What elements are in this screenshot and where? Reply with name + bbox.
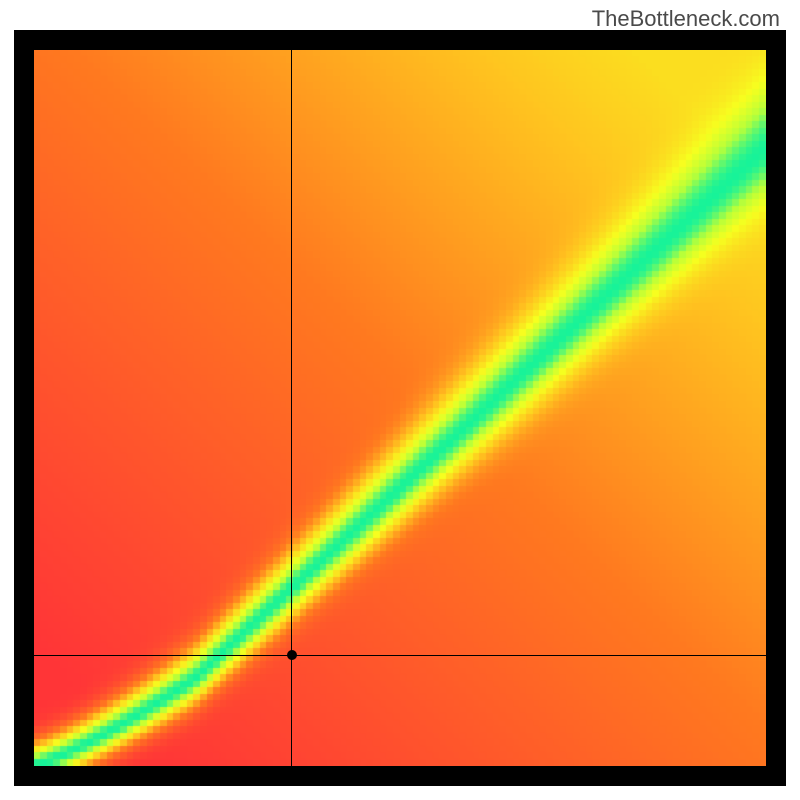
watermark-text: TheBottleneck.com xyxy=(592,6,780,32)
crosshair-marker xyxy=(285,648,299,662)
heatmap-area xyxy=(34,50,766,766)
heatmap-canvas xyxy=(34,50,766,766)
chart-outer-frame xyxy=(14,30,786,786)
crosshair-horizontal xyxy=(34,655,766,656)
